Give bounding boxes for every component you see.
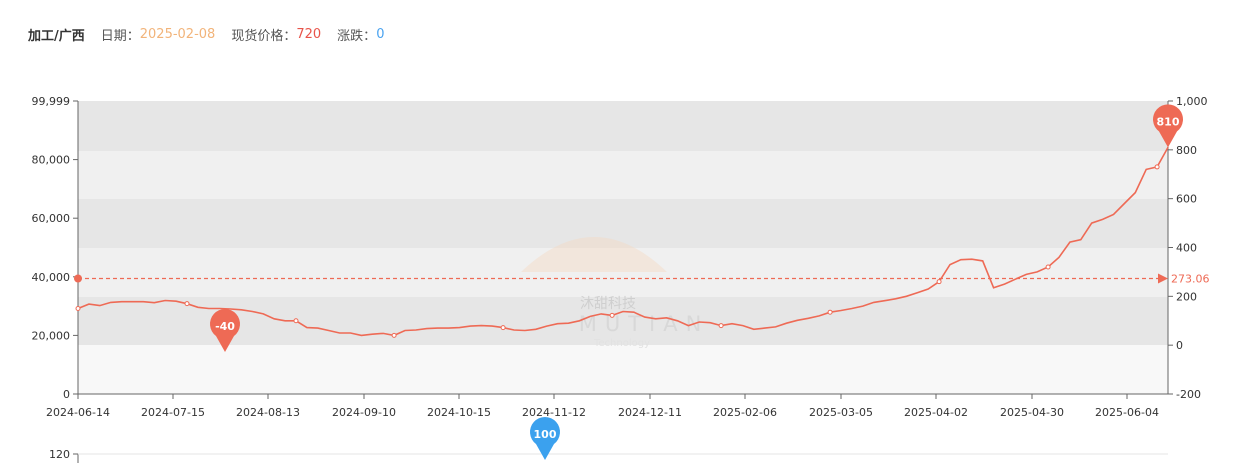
x-tick-label: 2025-04-30 — [1000, 406, 1064, 419]
band — [78, 151, 1168, 161]
x-tick-label: 2025-04-02 — [904, 406, 968, 419]
price-value: 720 — [296, 26, 322, 42]
series-point — [184, 301, 190, 307]
date-label: 日期： — [100, 28, 140, 44]
chart-header: 加工/广西 日期： 2025-02-08 现货价格： 720 涨跌： 0 — [28, 24, 384, 44]
y-right-tick-label: -200 — [1176, 388, 1201, 401]
y-left-tick-label: 20,000 — [32, 329, 71, 342]
x-tick-label: 2025-03-05 — [809, 406, 873, 419]
y-left-tick-label: 60,000 — [32, 212, 71, 225]
y-right-tick-label: 600 — [1176, 193, 1197, 206]
band — [78, 161, 1168, 199]
series-point — [1154, 164, 1160, 170]
date-value: 2025-02-08 — [139, 26, 216, 42]
chart-title: 加工/广西 — [28, 28, 85, 44]
y-right-tick-label: 400 — [1176, 242, 1197, 255]
series-point — [718, 323, 724, 329]
volume-marker-icon — [530, 417, 561, 460]
series-point — [75, 306, 81, 312]
series-point — [293, 318, 299, 324]
x-tick-label: 2025-02-06 — [713, 406, 777, 419]
watermark-logo-text: 沐甜科技 — [580, 296, 636, 312]
band — [78, 218, 1168, 248]
x-tick-label: 2024-06-14 — [46, 406, 110, 419]
y-right-tick-label: 0 — [1176, 339, 1183, 352]
y-right-tick-label: 1,000 — [1176, 95, 1208, 108]
band — [78, 297, 1168, 345]
y-left-tick-label: 99,999 — [32, 95, 71, 108]
watermark-logo-icon — [521, 237, 667, 272]
x-tick-label: 2024-07-15 — [141, 406, 205, 419]
x-tick-label: 2024-10-15 — [427, 406, 491, 419]
series-point — [936, 279, 942, 285]
x-tick-label: 2024-12-11 — [618, 406, 682, 419]
y-left-tick-label: 80,000 — [32, 154, 71, 167]
volume-marker-label: 100 — [534, 428, 557, 441]
y2-tick-label: 120 — [49, 448, 70, 461]
band — [78, 248, 1168, 297]
price-label: 现货价格： — [231, 28, 297, 44]
max-marker-icon — [1153, 104, 1183, 148]
y-left-tick-label: 0 — [63, 388, 70, 401]
y-right-tick-label: 800 — [1176, 144, 1197, 157]
series-point — [500, 325, 506, 331]
x-tick-label: 2025-06-04 — [1095, 406, 1159, 419]
x-tick-label: 2024-11-12 — [522, 406, 586, 419]
y-left-tick-label: 40,000 — [32, 271, 71, 284]
series-point — [391, 332, 397, 338]
series-line — [77, 147, 1169, 337]
min-marker-icon — [209, 309, 240, 352]
reference-arrow-icon — [1158, 273, 1168, 284]
band — [78, 199, 1168, 218]
min-marker-label: -40 — [215, 320, 235, 333]
series-point — [609, 312, 615, 318]
band — [78, 101, 1168, 151]
reference-label: 273.06 — [1171, 272, 1210, 285]
y-right-tick-label: 200 — [1176, 290, 1197, 303]
x-tick-label: 2024-09-10 — [332, 406, 396, 419]
watermark-word: MUTIAN — [579, 312, 710, 336]
watermark-sub: Technology — [593, 338, 650, 349]
x-tick-label: 2024-08-13 — [236, 406, 300, 419]
max-marker-label: 810 — [1157, 115, 1180, 128]
change-value: 0 — [376, 26, 385, 42]
change-label: 涨跌： — [337, 28, 377, 44]
series-point — [827, 309, 833, 315]
series-point — [1045, 264, 1051, 270]
